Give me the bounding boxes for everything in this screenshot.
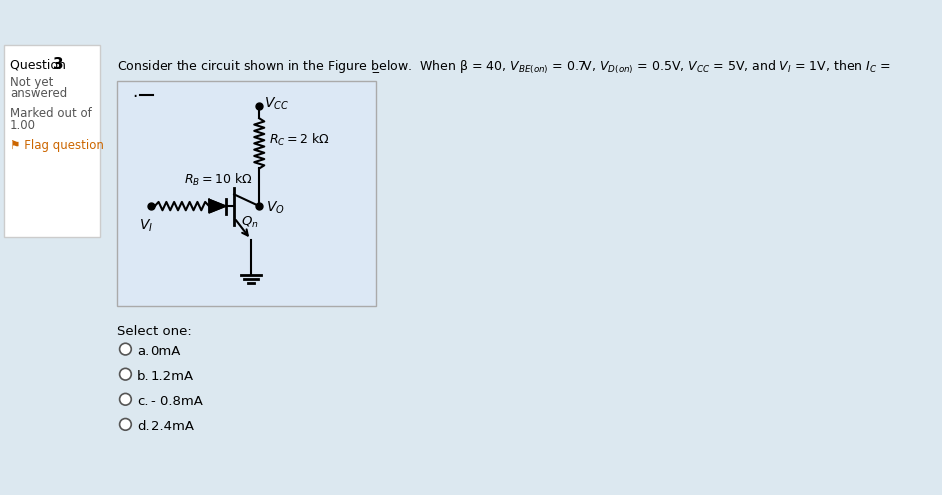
Text: a.: a.	[138, 345, 150, 358]
Text: Marked out of: Marked out of	[10, 107, 91, 120]
Text: answered: answered	[10, 87, 67, 100]
Text: b.: b.	[138, 370, 150, 383]
Circle shape	[120, 343, 131, 355]
Text: 1.2mA: 1.2mA	[151, 370, 194, 383]
Text: Consider the circuit shown in the Figure b̲elow.  When β = 40, $V_{BE(on)}$ = 0.: Consider the circuit shown in the Figure…	[117, 59, 891, 76]
Circle shape	[120, 394, 131, 405]
Circle shape	[120, 418, 131, 430]
Text: - 0.8mA: - 0.8mA	[151, 395, 203, 408]
FancyBboxPatch shape	[4, 45, 101, 237]
Text: $V_I$: $V_I$	[139, 218, 154, 234]
Text: 1.00: 1.00	[10, 119, 36, 132]
Circle shape	[120, 368, 131, 380]
Text: $R_C = 2$ kΩ: $R_C = 2$ kΩ	[269, 132, 330, 148]
Text: Question: Question	[10, 59, 70, 72]
FancyBboxPatch shape	[117, 81, 376, 306]
Text: 0mA: 0mA	[151, 345, 181, 358]
Polygon shape	[209, 199, 226, 213]
Text: .: .	[132, 83, 138, 101]
Text: Select one:: Select one:	[117, 325, 192, 338]
Text: $V_O$: $V_O$	[266, 199, 284, 216]
Text: 3: 3	[53, 57, 63, 72]
Text: Not yet: Not yet	[10, 76, 54, 89]
Text: $R_B = 10$ kΩ: $R_B = 10$ kΩ	[184, 172, 252, 188]
Text: c.: c.	[138, 395, 149, 408]
Text: $V_{CC}$: $V_{CC}$	[265, 96, 289, 112]
Text: d.: d.	[138, 420, 150, 433]
Text: $Q_n$: $Q_n$	[241, 214, 258, 230]
Text: ⚑ Flag question: ⚑ Flag question	[10, 139, 104, 152]
Text: 2.4mA: 2.4mA	[151, 420, 193, 433]
